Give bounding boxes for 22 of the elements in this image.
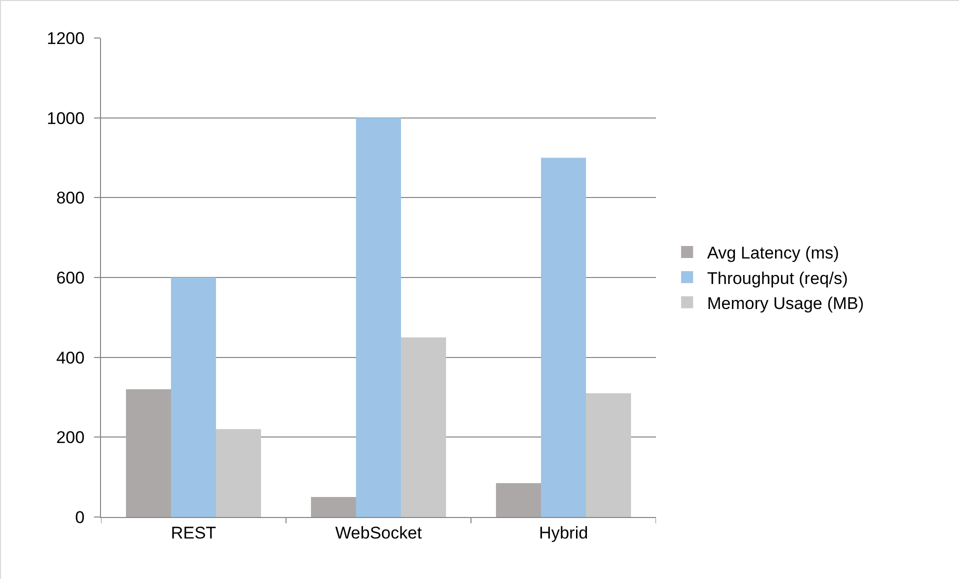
- bar: [540, 158, 586, 517]
- y-tick-label: 1200: [46, 28, 85, 48]
- bar: [586, 393, 632, 517]
- x-tick-label: REST: [170, 523, 216, 542]
- x-tick-label: WebSocket: [335, 523, 422, 542]
- legend-label: Memory Usage (MB): [707, 294, 864, 313]
- y-tick-label: 0: [75, 508, 85, 527]
- bar: [356, 118, 402, 517]
- legend-label: Avg Latency (ms): [707, 244, 840, 263]
- bar: [401, 337, 446, 517]
- x-tick-label: Hybrid: [538, 523, 588, 542]
- bar: [496, 483, 541, 517]
- bar: [216, 429, 262, 517]
- y-tick-label: 1000: [46, 108, 85, 128]
- y-tick-label: 600: [56, 268, 85, 288]
- y-tick-label: 400: [56, 348, 85, 368]
- bar: [170, 278, 216, 517]
- y-tick-label: 800: [56, 188, 85, 208]
- bar: [310, 497, 356, 517]
- y-tick-label: 200: [56, 428, 85, 448]
- legend-label: Throughput (req/s): [707, 268, 848, 288]
- bar: [126, 389, 171, 517]
